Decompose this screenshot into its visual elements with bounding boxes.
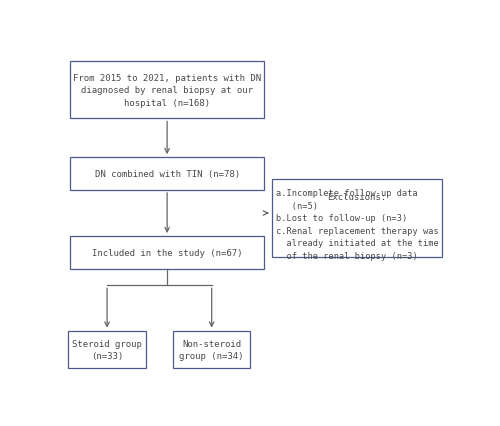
FancyBboxPatch shape xyxy=(173,331,250,368)
Text: Exclusions:: Exclusions: xyxy=(328,192,386,201)
Text: a.Incomplete follow-up data
   (n=5)
b.Lost to follow-up (n=3)
c.Renal replaceme: a.Incomplete follow-up data (n=5) b.Lost… xyxy=(276,189,439,260)
Text: Included in the study (n=67): Included in the study (n=67) xyxy=(92,248,242,257)
FancyBboxPatch shape xyxy=(70,158,264,190)
FancyBboxPatch shape xyxy=(70,62,264,119)
Text: Non-steroid
group (n=34): Non-steroid group (n=34) xyxy=(180,339,244,360)
Text: From 2015 to 2021, patients with DN
diagnosed by renal biopsy at our
hospital (n: From 2015 to 2021, patients with DN diag… xyxy=(73,74,261,107)
Text: Steroid group
(n=33): Steroid group (n=33) xyxy=(72,339,142,360)
FancyBboxPatch shape xyxy=(272,180,442,257)
Text: DN combined with TIN (n=78): DN combined with TIN (n=78) xyxy=(94,170,240,178)
FancyBboxPatch shape xyxy=(68,331,146,368)
FancyBboxPatch shape xyxy=(70,236,264,269)
